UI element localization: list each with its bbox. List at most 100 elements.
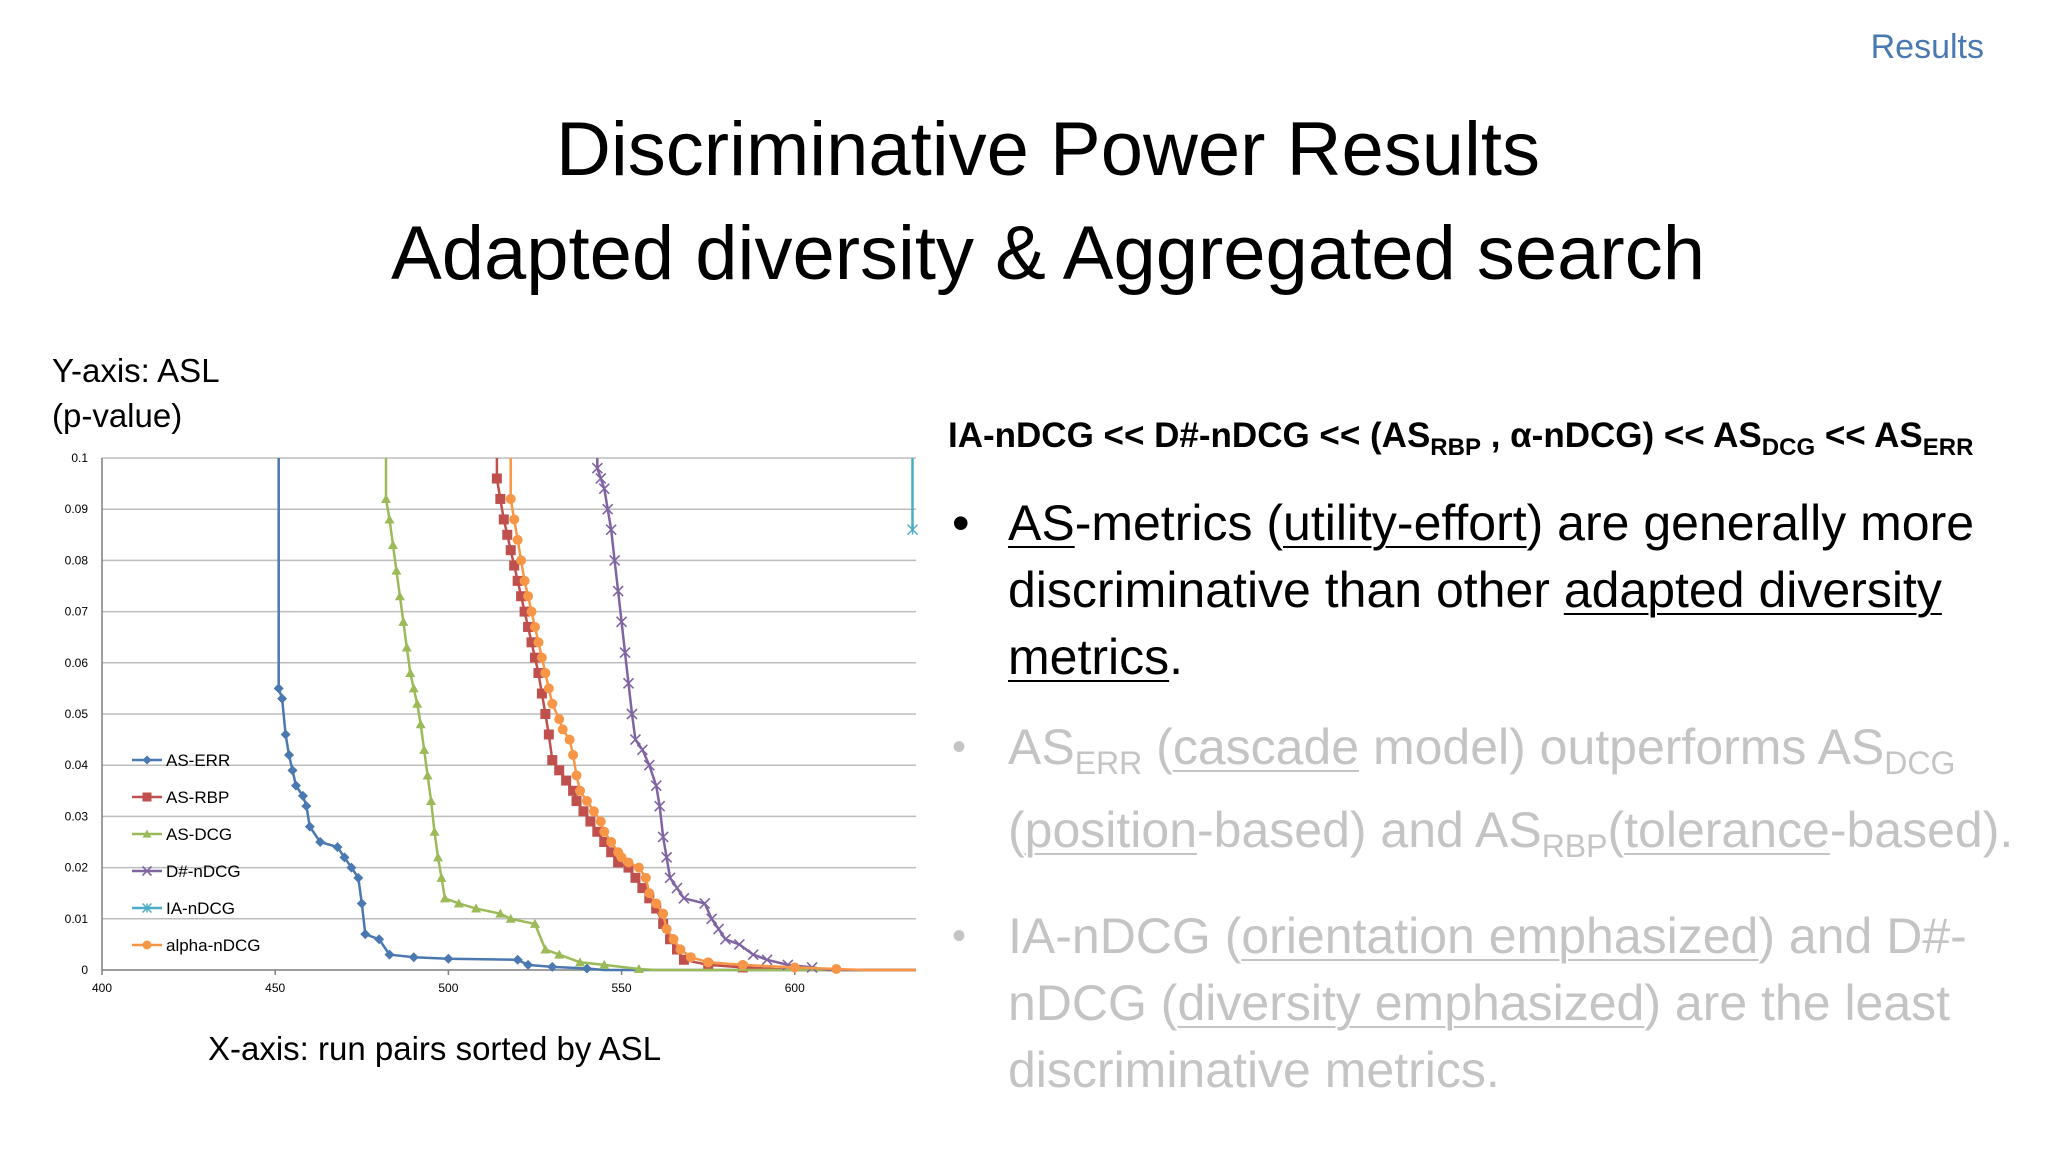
bullet-list: • AS-metrics (utility-effort) are general… [948,490,2028,1127]
legend-label-ia-ndcg: IA-nDCG [166,899,235,918]
bullet-dot: • [952,495,970,551]
bullet-3-text: ) are the least discriminative metrics. [1008,975,1951,1098]
title-line-2: Adapted diversity & Aggregated search [391,211,1705,296]
data-point-as-dcg [381,493,392,503]
data-point-as-dcg [384,514,395,524]
data-point-as-dcg [408,683,419,693]
data-point-as-err [339,852,350,863]
bullet-2-sub: RBP [1541,828,1608,864]
x-axis-caption: X-axis: run pairs sorted by ASL [208,1030,662,1067]
data-point-as-dcg [387,540,398,550]
data-point-alpha-ndcg [516,555,527,566]
bullet-2-text: AS [1008,719,1075,775]
data-point-as-rbp [592,826,603,837]
data-point-alpha-ndcg [568,749,579,760]
data-point-as-rbp [644,893,655,904]
data-point-alpha-ndcg [675,944,686,955]
data-point-alpha-ndcg [554,714,565,725]
ranking-part-3: << AS [1815,416,1923,455]
data-point-ia-ndcg [907,524,919,536]
data-point-as-rbp [526,637,537,648]
data-point-as-err [301,801,312,812]
data-point-d-ndcg [719,933,732,945]
data-point-as-rbp [561,775,572,786]
data-point-as-dcg [394,591,405,601]
bullet-2-text: ( [1607,802,1625,858]
legend-label-as-err: AS-ERR [166,751,230,770]
data-point-alpha-ndcg [581,796,592,807]
data-point-as-rbp [519,606,530,617]
data-point-alpha-ndcg [623,857,634,868]
section-tag: Results [1870,28,1984,66]
data-point-as-rbp [599,837,610,847]
bullet-1-text: adapted diversity metrics [1008,562,1942,685]
data-point-as-dcg [599,959,610,969]
data-point-d-ndcg [654,800,666,812]
y-axis-caption: Y-axis: ASL (p-value) [52,348,220,438]
data-point-alpha-ndcg [831,963,842,974]
data-point-alpha-ndcg [519,575,530,586]
data-point-as-dcg [633,963,644,973]
metric-ranking: IA-nDCG << D#-nDCG << (ASRBP , α-nDCG) <… [948,416,1973,462]
data-point-as-err [277,693,288,704]
y-tick-label: 0.05 [65,707,89,721]
x-tick-label: 450 [265,981,285,995]
data-point-as-dcg [426,796,437,806]
data-point-alpha-ndcg [523,591,534,602]
x-tick-label: 600 [785,981,805,995]
ranking-sub-rbp: RBP [1430,434,1481,461]
data-point-as-dcg [505,913,516,923]
data-point-alpha-ndcg [526,606,537,617]
y-tick-label: 0.01 [65,912,89,926]
data-point-alpha-ndcg [512,534,523,545]
data-point-alpha-ndcg [685,952,696,963]
data-point-alpha-ndcg [703,957,714,968]
data-point-as-rbp [523,621,534,632]
data-point-as-dcg [436,872,447,882]
bullet-2-text: ( [1142,719,1173,775]
data-point-as-dcg [412,698,423,708]
data-point-d-ndcg [591,462,603,474]
data-point-as-rbp [505,545,516,556]
data-point-as-dcg [439,893,450,903]
data-point-d-ndcg [626,708,638,720]
legend-marker-alpha-ndcg [142,940,152,950]
data-point-as-rbp [623,862,634,873]
legend-label-as-dcg: AS-DCG [166,825,232,844]
y-tick-label: 0.08 [65,553,89,567]
data-point-alpha-ndcg [533,637,544,648]
y-tick-label: 0 [81,963,88,977]
data-point-alpha-ndcg [536,652,547,663]
x-tick-label: 550 [612,981,632,995]
data-point-as-rbp [502,529,513,540]
data-point-alpha-ndcg [595,816,606,827]
data-point-d-ndcg [664,872,676,884]
data-point-as-rbp [498,514,509,525]
data-point-as-rbp [547,755,558,766]
ranking-part-1: IA-nDCG << D#-nDCG << (AS [948,416,1431,455]
y-tick-label: 0.03 [65,809,89,823]
data-point-alpha-ndcg [651,898,662,909]
bullet-1: • AS-metrics (utility-effort) are general… [948,490,2028,691]
legend-label-d-ndcg: D#-nDCG [166,862,241,881]
data-point-as-err [297,790,308,801]
data-point-alpha-ndcg [658,908,669,919]
data-point-as-err [332,842,343,853]
data-point-d-ndcg [671,882,683,894]
data-point-as-rbp [637,883,648,894]
data-point-alpha-ndcg [789,962,800,973]
data-point-alpha-ndcg [564,734,575,745]
y-tick-label: 0.06 [65,656,89,670]
data-point-as-err [443,953,454,964]
data-point-d-ndcg [609,554,621,566]
data-point-d-ndcg [650,780,662,792]
bullet-dot: • [952,914,967,958]
data-point-as-err [287,765,298,776]
data-point-alpha-ndcg [616,852,627,863]
bullet-3-text: diversity emphasized [1177,975,1645,1031]
legend-marker-d-ndcg [141,865,153,877]
data-point-d-ndcg [622,677,635,689]
bullet-2-text: -based) and AS [1197,802,1542,858]
page-title: Discriminative Power Results Adapted div… [0,98,2048,306]
data-point-alpha-ndcg [540,668,551,679]
